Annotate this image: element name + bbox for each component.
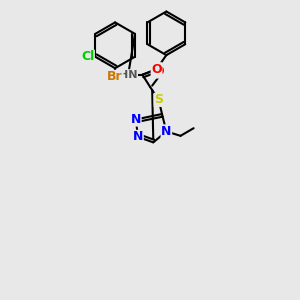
Text: O: O bbox=[153, 65, 164, 78]
Text: O: O bbox=[151, 63, 162, 76]
Text: N: N bbox=[161, 125, 172, 138]
Text: Br: Br bbox=[107, 70, 123, 83]
Text: S: S bbox=[154, 93, 163, 106]
Text: N: N bbox=[133, 130, 143, 143]
Text: Cl: Cl bbox=[81, 50, 94, 63]
Text: N: N bbox=[130, 113, 141, 126]
Text: HN: HN bbox=[119, 70, 137, 80]
